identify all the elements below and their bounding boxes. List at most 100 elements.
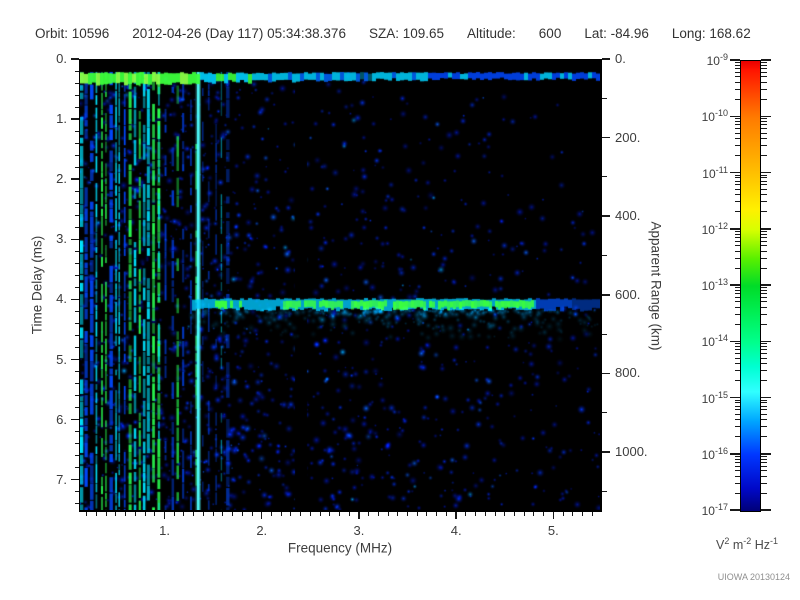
colorbar-tick-label: 10-15 (701, 389, 728, 406)
colorbar-minor-tick (735, 121, 740, 123)
x-axis-minor-tick (86, 512, 88, 516)
colorbar-minor-tick (735, 419, 740, 421)
x-axis-tick-label: 5. (547, 523, 559, 538)
y-axis-minor-tick (75, 94, 79, 96)
spectrogram-canvas (80, 60, 600, 510)
colorbar-minor-tick (761, 475, 767, 477)
colorbar-minor-tick (735, 145, 740, 147)
colorbar-minor-tick (735, 357, 740, 359)
colorbar-minor-tick (735, 405, 740, 407)
y-axis-tick-label: 7. (56, 471, 67, 487)
x-axis-minor-tick (397, 512, 399, 516)
colorbar-minor-tick (761, 124, 767, 126)
range-axis-minor-tick (602, 176, 607, 178)
x-axis-minor-tick (212, 512, 214, 516)
x-axis-minor-tick (115, 512, 117, 516)
colorbar-minor-tick (761, 405, 767, 407)
range-axis-major-tick (602, 294, 610, 296)
range-axis-tick-label: 600. (615, 286, 641, 302)
x-axis-minor-tick (319, 512, 321, 516)
y-axis-minor-tick (75, 250, 79, 252)
colorbar-minor-tick (735, 349, 740, 351)
y-axis-minor-tick (75, 286, 79, 288)
range-axis-minor-tick (602, 255, 607, 257)
colorbar-minor-tick (735, 257, 740, 259)
colorbar-major-tick (761, 115, 771, 117)
colorbar-minor-tick (735, 343, 740, 345)
header-segment: Altitude: (467, 26, 516, 41)
colorbar-minor-tick (761, 132, 767, 134)
colorbar-minor-tick (735, 155, 740, 157)
colorbar-minor-tick (761, 436, 767, 438)
colorbar-major-tick (761, 340, 771, 342)
range-axis-minor-tick (602, 490, 607, 492)
colorbar-minor-tick (761, 81, 767, 83)
y-axis-major-tick (71, 418, 79, 421)
colorbar-minor-tick (735, 64, 740, 66)
y-axis-major-tick (71, 478, 79, 481)
y-axis-major-tick (71, 178, 79, 180)
colorbar-minor-tick (761, 64, 767, 66)
colorbar-minor-tick (735, 289, 740, 291)
colorbar-minor-tick (735, 409, 740, 411)
x-axis-minor-tick (368, 512, 370, 516)
colorbar-minor-tick (761, 267, 767, 269)
y-axis-minor-tick (75, 371, 79, 373)
colorbar-minor-tick (735, 461, 740, 463)
colorbar-minor-tick (761, 363, 767, 365)
colorbar-minor-tick (761, 343, 767, 345)
y-axis-tick-label: 5. (56, 351, 67, 367)
y-axis-minor-tick (75, 503, 79, 505)
colorbar-minor-tick (761, 399, 767, 401)
colorbar-minor-tick (735, 455, 740, 457)
x-axis-minor-tick (193, 512, 195, 516)
range-axis-major-tick (602, 372, 610, 375)
x-axis-major-tick (552, 512, 555, 519)
colorbar-minor-tick (761, 426, 767, 428)
y-axis-minor-tick (75, 395, 79, 397)
x-axis-minor-tick (232, 512, 234, 516)
y-axis-minor-tick (75, 82, 79, 84)
watermark: UIOWA 20130124 (717, 572, 790, 582)
colorbar-minor-tick (735, 293, 740, 295)
colorbar-minor-tick (735, 76, 740, 78)
x-axis-minor-tick (387, 512, 389, 516)
x-axis-title-frequency: Frequency (MHz) (287, 540, 393, 556)
colorbar-minor-tick (761, 138, 767, 140)
y-axis-minor-tick (75, 214, 79, 216)
colorbar-major-tick (730, 284, 740, 286)
colorbar-minor-tick (761, 230, 767, 232)
colorbar-major-tick (730, 396, 740, 399)
header-segment: Lat: -84.96 (584, 26, 649, 41)
x-axis-tick-label: 3. (353, 523, 365, 538)
colorbar-minor-tick (735, 138, 740, 140)
colorbar-minor-tick (761, 233, 767, 235)
y-axis-minor-tick (75, 202, 79, 204)
colorbar-minor-tick (735, 88, 740, 90)
colorbar-minor-tick (761, 380, 767, 382)
x-axis-minor-tick (202, 512, 204, 516)
colorbar-minor-tick (761, 88, 767, 90)
colorbar-minor-tick (735, 201, 740, 203)
colorbar-major-tick (761, 284, 771, 286)
colorbar-minor-tick (761, 188, 767, 190)
colorbar-minor-tick (761, 306, 767, 308)
colorbar-minor-tick (735, 230, 740, 232)
colorbar-minor-tick (761, 68, 767, 70)
colorbar-major-tick (730, 59, 740, 61)
colorbar-minor-tick (761, 465, 767, 467)
range-axis-major-tick (602, 136, 610, 139)
colorbar-minor-tick (735, 124, 740, 126)
y-axis-tick-label: 0. (56, 51, 67, 66)
colorbar-minor-tick (735, 363, 740, 365)
colorbar-minor-tick (735, 71, 740, 73)
y-axis-tick-label: 6. (56, 411, 67, 427)
range-axis-major-tick (602, 58, 610, 60)
colorbar-minor-tick (735, 380, 740, 382)
x-axis-minor-tick (183, 512, 185, 516)
x-axis-major-tick (455, 512, 457, 519)
colorbar-minor-tick (761, 257, 767, 259)
x-axis-minor-tick (222, 512, 224, 516)
range-axis-minor-tick (602, 412, 607, 414)
colorbar-minor-tick (761, 370, 767, 372)
